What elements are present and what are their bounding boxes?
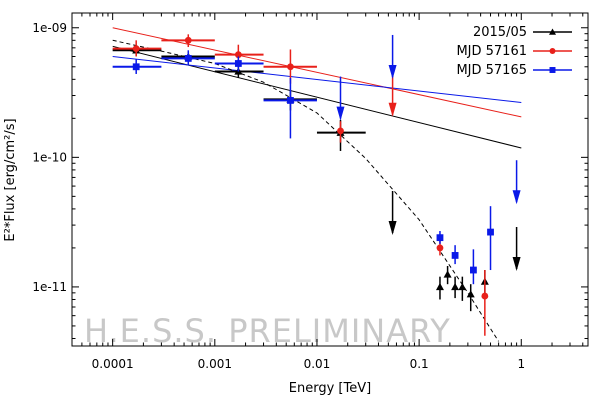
circle-marker bbox=[184, 36, 192, 44]
circle-marker bbox=[436, 244, 444, 252]
series-2015-05 bbox=[112, 45, 521, 312]
square-marker bbox=[436, 234, 444, 242]
data-point bbox=[112, 59, 162, 74]
upper-limit-head bbox=[512, 190, 521, 205]
data-point bbox=[112, 40, 162, 57]
square-marker bbox=[549, 67, 556, 73]
legend: 2015/05 MJD 57161 MJD 57165 bbox=[456, 25, 572, 78]
upper-limit-head bbox=[388, 64, 397, 79]
circle-marker bbox=[132, 45, 140, 53]
triangle-marker bbox=[443, 270, 452, 278]
legend-label: 2015/05 bbox=[473, 25, 527, 40]
data-point bbox=[214, 56, 264, 72]
square-marker bbox=[132, 63, 140, 71]
circle-marker bbox=[287, 63, 294, 71]
upper-limit-arrow bbox=[336, 76, 345, 121]
square-marker bbox=[184, 55, 192, 62]
x-tick-label: 1 bbox=[517, 357, 525, 371]
model-powerlaw-line bbox=[112, 27, 522, 118]
model-lines bbox=[112, 27, 522, 342]
circle-marker bbox=[549, 48, 556, 54]
upper-limit-arrow bbox=[388, 34, 397, 79]
legend-entry: MJD 57161 bbox=[456, 44, 572, 59]
data-point bbox=[451, 276, 460, 299]
upper-limit-arrow bbox=[512, 227, 521, 272]
data-series bbox=[112, 34, 521, 336]
y-axis-title: E²*Flux [erg/cm²/s] bbox=[3, 118, 18, 241]
y-tick-label: 1e-11 bbox=[32, 280, 67, 294]
legend-label: MJD 57161 bbox=[456, 44, 527, 59]
upper-limit-arrow bbox=[388, 72, 397, 117]
triangle-marker bbox=[435, 282, 444, 291]
model-powerlaw-line bbox=[112, 56, 522, 103]
x-tick-label: 0.0001 bbox=[92, 357, 134, 371]
x-tick-label: 0.01 bbox=[304, 357, 331, 371]
x-tick-label: 0.1 bbox=[410, 357, 429, 371]
square-marker bbox=[287, 97, 294, 104]
data-point bbox=[161, 50, 215, 65]
upper-limit-head bbox=[336, 106, 345, 121]
upper-limit-head bbox=[388, 102, 397, 117]
legend-entry: 2015/05 bbox=[473, 25, 572, 40]
y-tick-label: 1e-09 bbox=[32, 21, 67, 35]
data-point bbox=[161, 34, 215, 48]
data-point bbox=[263, 77, 317, 139]
square-marker bbox=[234, 60, 242, 67]
data-point bbox=[466, 284, 475, 312]
series-mjd-57161 bbox=[112, 34, 489, 336]
x-tick-label: 0.001 bbox=[198, 357, 232, 371]
legend-entry: MJD 57165 bbox=[456, 63, 572, 78]
square-marker bbox=[470, 266, 477, 274]
plot-frame bbox=[71, 12, 589, 347]
data-point bbox=[451, 245, 459, 265]
triangle-marker bbox=[458, 282, 467, 291]
square-marker bbox=[487, 228, 494, 236]
data-point bbox=[481, 270, 489, 336]
circle-marker bbox=[234, 51, 242, 59]
data-point bbox=[436, 231, 444, 244]
data-point bbox=[470, 249, 477, 285]
axis-ticks: 0.0001 0.001 0.01 0.1 1 1e-11 1e-10 1e-09 bbox=[32, 13, 588, 371]
data-point bbox=[458, 276, 467, 301]
triangle-marker bbox=[451, 282, 460, 291]
circle-marker bbox=[481, 292, 489, 300]
data-point bbox=[337, 121, 344, 143]
square-marker bbox=[451, 252, 459, 259]
legend-label: MJD 57165 bbox=[456, 63, 527, 78]
model-powerlaw-line bbox=[112, 45, 522, 149]
data-point bbox=[435, 276, 444, 300]
upper-limit-arrow bbox=[388, 190, 397, 235]
upper-limit-head bbox=[388, 220, 397, 235]
data-point bbox=[316, 119, 366, 151]
triangle-marker bbox=[466, 290, 475, 298]
series-mjd-57165 bbox=[112, 34, 521, 285]
y-tick-label: 1e-10 bbox=[32, 150, 67, 164]
watermark: H.E.S.S. PRELIMINARY bbox=[84, 312, 451, 350]
data-point bbox=[214, 65, 264, 78]
circle-marker bbox=[337, 127, 344, 135]
upper-limit-head bbox=[512, 257, 521, 272]
triangle-marker bbox=[549, 28, 556, 35]
upper-limit-arrow bbox=[512, 160, 521, 205]
data-point bbox=[487, 206, 494, 271]
model-curve-dashed bbox=[112, 39, 500, 342]
data-point bbox=[443, 266, 452, 285]
x-axis-title: Energy [TeV] bbox=[289, 381, 371, 396]
